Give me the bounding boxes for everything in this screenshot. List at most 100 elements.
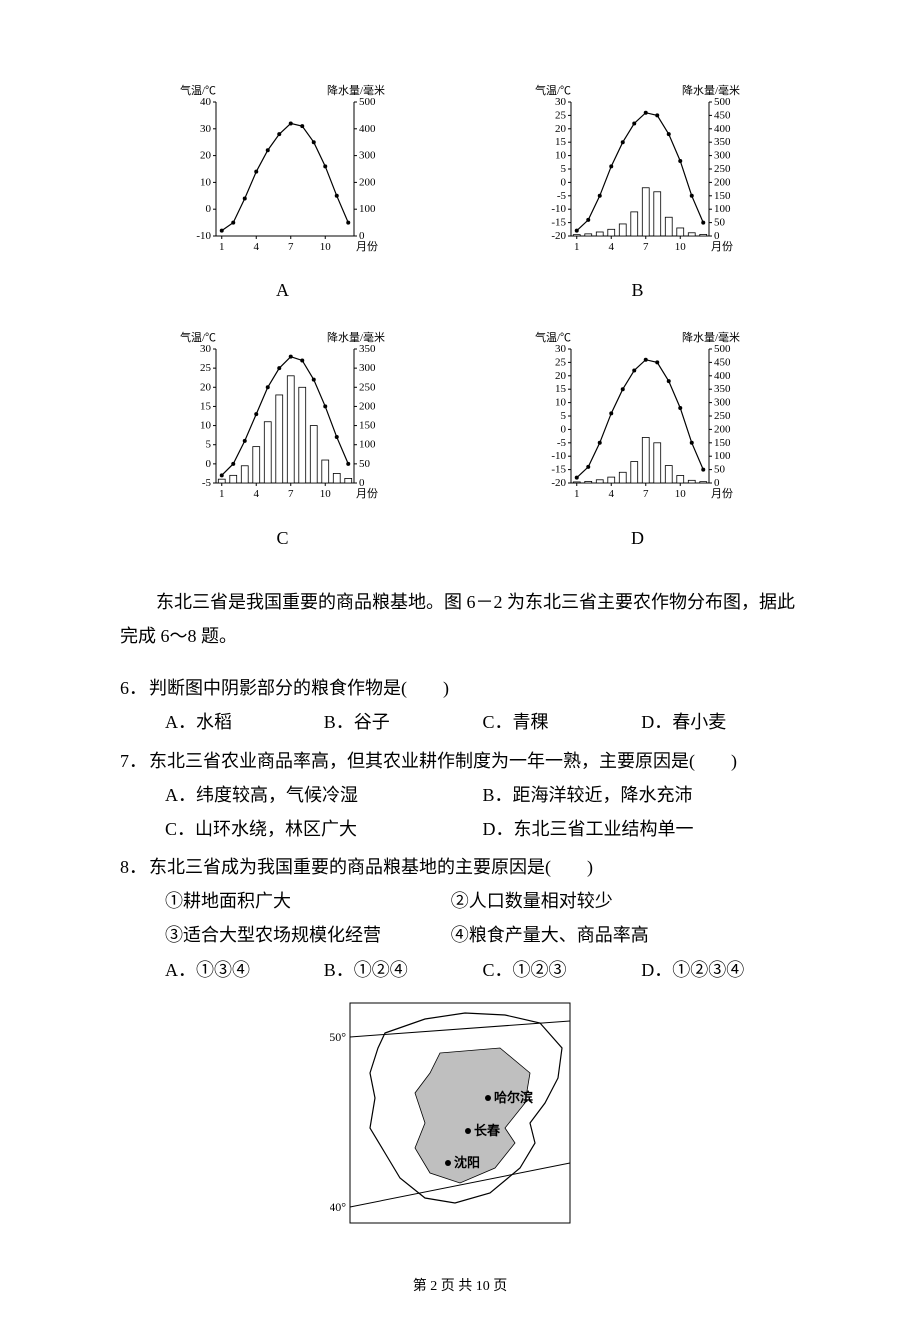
svg-text:长春: 长春 (474, 1123, 501, 1138)
svg-text:500: 500 (714, 343, 731, 355)
q8-opt-d: D．①②③④ (641, 953, 800, 987)
page-footer: 第 2 页 共 10 页 (120, 1274, 800, 1301)
q7-opt-a: A．纬度较高，气候冷湿 (165, 778, 483, 812)
q6-text: 判断图中阴影部分的粮食作物是( ) (149, 678, 449, 698)
svg-text:500: 500 (359, 96, 376, 108)
q6-opt-d: D．春小麦 (641, 705, 800, 739)
q8-options: A．①③④ B．①②④ C．①②③ D．①②③④ (120, 953, 800, 987)
svg-text:0: 0 (560, 424, 566, 436)
svg-text:100: 100 (359, 203, 376, 215)
svg-text:0: 0 (205, 203, 211, 215)
page-root: -10010203040010020030040050014710月份气温/℃降… (0, 0, 920, 1341)
svg-text:月份: 月份 (356, 487, 378, 500)
q6-opt-c: C．青稞 (483, 705, 642, 739)
svg-text:-20: -20 (551, 477, 566, 489)
svg-text:降水量/毫米: 降水量/毫米 (681, 330, 739, 344)
svg-text:40: 40 (200, 96, 212, 108)
svg-text:20: 20 (200, 150, 212, 162)
svg-text:450: 450 (714, 109, 731, 121)
svg-text:25: 25 (555, 109, 567, 121)
svg-text:300: 300 (359, 150, 376, 162)
svg-text:30: 30 (555, 343, 567, 355)
svg-text:气温/℃: 气温/℃ (179, 330, 215, 344)
climate-chart-b: -20-15-10-505101520253005010015020025030… (523, 80, 753, 260)
chart-cell-d: -20-15-10-505101520253005010015020025030… (523, 327, 753, 554)
svg-text:300: 300 (359, 363, 376, 375)
svg-text:-5: -5 (201, 477, 211, 489)
svg-text:300: 300 (714, 150, 731, 162)
svg-text:-5: -5 (556, 437, 566, 449)
svg-text:4: 4 (253, 488, 259, 500)
svg-text:150: 150 (714, 190, 731, 202)
svg-text:25: 25 (555, 357, 567, 369)
svg-text:30: 30 (200, 343, 212, 355)
climate-chart-c: -505101520253005010015020025030035014710… (168, 327, 398, 507)
q8-opt-a: A．①③④ (165, 953, 324, 987)
svg-text:400: 400 (359, 123, 376, 135)
svg-text:10: 10 (674, 488, 686, 500)
chart-label-b: B (523, 273, 753, 307)
svg-text:10: 10 (555, 397, 567, 409)
svg-text:1: 1 (574, 241, 580, 253)
q8-opt-b: B．①②④ (324, 953, 483, 987)
svg-text:10: 10 (674, 241, 686, 253)
svg-text:100: 100 (714, 203, 731, 215)
svg-text:50: 50 (714, 464, 726, 476)
climate-chart-a: -10010203040010020030040050014710月份气温/℃降… (168, 80, 398, 260)
svg-text:30: 30 (555, 96, 567, 108)
svg-text:350: 350 (359, 343, 376, 355)
svg-text:气温/℃: 气温/℃ (534, 330, 570, 344)
svg-text:150: 150 (359, 420, 376, 432)
northeast-map: 50°40°哈尔滨长春沈阳 (330, 993, 590, 1233)
svg-text:20: 20 (555, 370, 567, 382)
q6-options: A．水稻 B．谷子 C．青稞 D．春小麦 (120, 705, 800, 739)
chart-cell-b: -20-15-10-505101520253005010015020025030… (523, 80, 753, 307)
svg-text:月份: 月份 (711, 487, 733, 500)
svg-text:200: 200 (359, 176, 376, 188)
svg-text:月份: 月份 (356, 240, 378, 253)
svg-text:-5: -5 (556, 190, 566, 202)
svg-text:50°: 50° (330, 1030, 346, 1044)
svg-text:300: 300 (714, 397, 731, 409)
svg-text:4: 4 (253, 241, 259, 253)
svg-text:400: 400 (714, 370, 731, 382)
climate-charts-grid: -10010203040010020030040050014710月份气温/℃降… (120, 80, 800, 555)
svg-text:-10: -10 (551, 451, 566, 463)
svg-text:200: 200 (714, 424, 731, 436)
svg-text:25: 25 (200, 363, 212, 375)
q6-opt-a: A．水稻 (165, 705, 324, 739)
svg-text:400: 400 (714, 123, 731, 135)
q8-item-1: ①耕地面积广大 (165, 884, 451, 918)
svg-text:-15: -15 (551, 217, 566, 229)
q8-opt-c: C．①②③ (483, 953, 642, 987)
svg-text:降水量/毫米: 降水量/毫米 (681, 83, 739, 97)
svg-text:450: 450 (714, 357, 731, 369)
svg-text:350: 350 (714, 384, 731, 396)
svg-text:月份: 月份 (711, 240, 733, 253)
svg-text:20: 20 (200, 382, 212, 394)
svg-text:-10: -10 (551, 203, 566, 215)
svg-text:5: 5 (560, 410, 566, 422)
svg-text:15: 15 (555, 136, 567, 148)
svg-text:-20: -20 (551, 230, 566, 242)
passage-text: 东北三省是我国重要的商品粮基地。图 6－2 为东北三省主要农作物分布图，据此完成… (120, 585, 800, 653)
chart-label-a: A (168, 273, 398, 307)
svg-text:10: 10 (200, 420, 212, 432)
svg-text:5: 5 (205, 439, 211, 451)
svg-text:降水量/毫米: 降水量/毫米 (326, 330, 384, 344)
svg-text:10: 10 (319, 241, 331, 253)
svg-text:气温/℃: 气温/℃ (534, 83, 570, 97)
q8-number: 8． (120, 857, 147, 877)
svg-text:7: 7 (288, 488, 294, 500)
svg-text:-15: -15 (551, 464, 566, 476)
svg-text:250: 250 (714, 410, 731, 422)
svg-text:4: 4 (608, 241, 614, 253)
svg-text:哈尔滨: 哈尔滨 (494, 1090, 533, 1105)
svg-text:500: 500 (714, 96, 731, 108)
chart-cell-a: -10010203040010020030040050014710月份气温/℃降… (168, 80, 398, 307)
svg-text:50: 50 (359, 458, 371, 470)
svg-text:40°: 40° (330, 1200, 346, 1214)
chart-label-d: D (523, 521, 753, 555)
question-8: 8．东北三省成为我国重要的商品粮基地的主要原因是( ) ①耕地面积广大 ②人口数… (120, 850, 800, 987)
svg-text:30: 30 (200, 123, 212, 135)
